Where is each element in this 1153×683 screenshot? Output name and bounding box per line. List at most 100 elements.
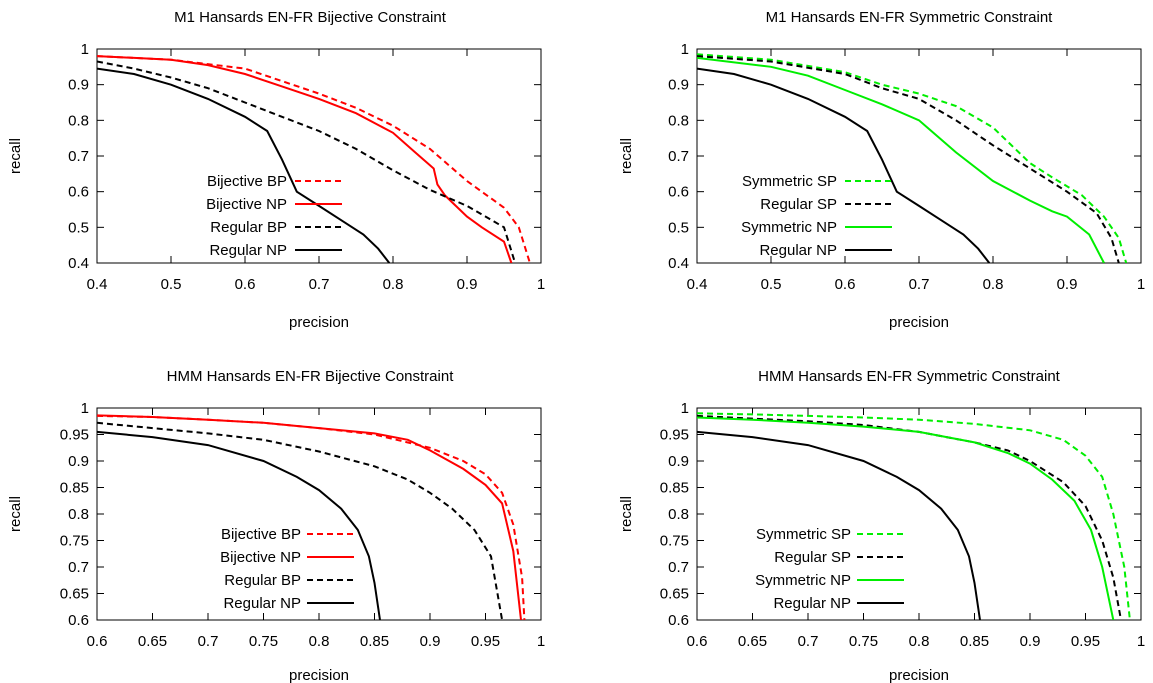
- x-tick-label: 1: [1137, 633, 1145, 650]
- y-tick-label: 0.5: [68, 219, 89, 236]
- x-tick-label: 0.75: [849, 633, 878, 650]
- series-line-regular-bp: [97, 421, 504, 620]
- y-tick-label: 0.8: [68, 112, 89, 129]
- x-axis-label: precision: [889, 314, 949, 331]
- plot-frame: [96, 407, 542, 621]
- y-tick-label: 1: [81, 41, 89, 58]
- legend-label: Bijective NP: [206, 196, 287, 213]
- series-line-regular-sp: [697, 414, 1122, 620]
- series-line-symmetric-np: [697, 56, 1105, 263]
- x-tick-label: 0.75: [249, 633, 278, 650]
- x-tick-label: 0.85: [360, 633, 389, 650]
- x-tick-label: 0.5: [761, 276, 782, 293]
- series-line-regular-np: [697, 67, 991, 263]
- y-tick-label: 0.85: [60, 480, 89, 497]
- legend: Bijective BP Bijective NP Regular BP Regula…: [220, 526, 354, 612]
- x-tick-label: 0.4: [687, 276, 708, 293]
- x-tick-label: 0.7: [309, 276, 330, 293]
- legend-label: Bijective BP: [221, 526, 301, 543]
- x-tick-label: 0.85: [960, 633, 989, 650]
- x-tick-label: 0.6: [235, 276, 256, 293]
- series-line-symmetric-np: [697, 416, 1115, 620]
- x-tick-label: 0.5: [161, 276, 182, 293]
- y-tick-label: 0.6: [668, 184, 689, 201]
- chart-panel-4: HMM Hansards EN-FR Symmetric Constraint 0…: [618, 368, 1145, 683]
- series-line-symmetric-sp: [697, 53, 1128, 263]
- chart-panel-1: M1 Hansards EN-FR Bijective Constraint 0.…: [7, 9, 545, 331]
- legend: Symmetric SP Regular SP Symmetric NP Regula…: [755, 526, 904, 612]
- legend-label: Regular BP: [224, 572, 301, 589]
- x-tick-label: 0.6: [687, 633, 708, 650]
- x-tick-label: 0.7: [909, 276, 930, 293]
- y-tick-label: 0.75: [60, 533, 89, 550]
- chart-title: M1 Hansards EN-FR Symmetric Constraint: [766, 9, 1054, 26]
- y-tick-label: 0.5: [668, 219, 689, 236]
- y-tick-label: 0.6: [68, 184, 89, 201]
- legend-label: Symmetric NP: [741, 219, 837, 236]
- y-tick-label: 0.8: [668, 506, 689, 523]
- y-tick-label: 0.7: [68, 559, 89, 576]
- y-tick-label: 0.6: [668, 612, 689, 629]
- y-tick-label: 0.7: [668, 559, 689, 576]
- x-tick-label: 1: [1137, 276, 1145, 293]
- x-tick-label: 0.4: [87, 276, 108, 293]
- y-tick-label: 0.9: [668, 77, 689, 94]
- y-axis-label: recall: [7, 138, 24, 174]
- y-axis-label: recall: [618, 496, 635, 532]
- x-tick-label: 0.8: [309, 633, 330, 650]
- series-line-regular-np: [97, 430, 381, 620]
- chart-title: M1 Hansards EN-FR Bijective Constraint: [174, 9, 447, 26]
- legend-label: Regular SP: [760, 196, 837, 213]
- chart-title: HMM Hansards EN-FR Bijective Constraint: [167, 368, 455, 385]
- y-tick-label: 0.9: [668, 453, 689, 470]
- x-tick-label: 0.7: [798, 633, 819, 650]
- y-tick-label: 0.85: [660, 480, 689, 497]
- legend-label: Regular NP: [209, 242, 287, 259]
- legend: Bijective BP Bijective NP Regular BP Regula…: [206, 173, 342, 259]
- series-line-bijective-bp: [97, 414, 526, 620]
- legend-label: Symmetric SP: [742, 173, 837, 190]
- x-tick-label: 0.9: [457, 276, 478, 293]
- x-tick-label: 1: [537, 633, 545, 650]
- y-tick-label: 0.65: [60, 586, 89, 603]
- series-line-symmetric-sp: [697, 412, 1131, 620]
- y-tick-label: 0.95: [660, 427, 689, 444]
- series-line-regular-bp: [97, 60, 517, 263]
- y-tick-label: 0.9: [68, 453, 89, 470]
- series-line-bijective-np: [97, 55, 513, 263]
- x-tick-label: 0.7: [198, 633, 219, 650]
- x-tick-label: 1: [537, 276, 545, 293]
- x-axis-label: precision: [889, 667, 949, 683]
- y-tick-label: 0.75: [660, 533, 689, 550]
- x-tick-label: 0.8: [909, 633, 930, 650]
- x-tick-label: 0.6: [87, 633, 108, 650]
- series-line-regular-np: [97, 67, 391, 263]
- y-tick-label: 0.6: [68, 612, 89, 629]
- x-tick-label: 0.9: [1020, 633, 1041, 650]
- legend-label: Symmetric NP: [755, 572, 851, 589]
- chart-panel-3: HMM Hansards EN-FR Bijective Constraint 0…: [7, 368, 545, 683]
- y-tick-label: 0.4: [68, 255, 89, 272]
- legend-label: Regular SP: [774, 549, 851, 566]
- x-tick-label: 0.65: [138, 633, 167, 650]
- series-line-regular-np: [697, 430, 981, 620]
- x-axis-label: precision: [289, 314, 349, 331]
- y-tick-label: 0.8: [668, 112, 689, 129]
- y-tick-label: 0.4: [668, 255, 689, 272]
- y-tick-label: 0.95: [60, 427, 89, 444]
- x-tick-label: 0.9: [420, 633, 441, 650]
- x-tick-label: 0.9: [1057, 276, 1078, 293]
- legend-label: Regular BP: [210, 219, 287, 236]
- x-tick-label: 0.95: [471, 633, 500, 650]
- y-axis-label: recall: [618, 138, 635, 174]
- legend-label: Regular NP: [223, 595, 301, 612]
- chart-panel-2: M1 Hansards EN-FR Symmetric Constraint 0.…: [618, 9, 1145, 331]
- y-tick-label: 1: [81, 400, 89, 417]
- x-tick-label: 0.95: [1071, 633, 1100, 650]
- x-tick-label: 0.8: [983, 276, 1004, 293]
- legend: Symmetric SP Regular SP Symmetric NP Regula…: [741, 173, 892, 259]
- y-tick-label: 1: [681, 41, 689, 58]
- series-line-bijective-bp: [97, 55, 531, 263]
- series-line-bijective-np: [97, 414, 522, 620]
